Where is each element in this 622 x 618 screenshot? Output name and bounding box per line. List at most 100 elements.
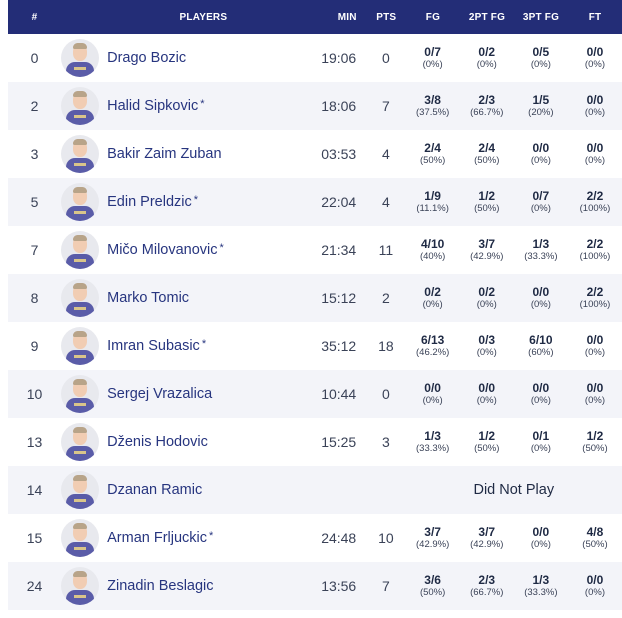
player-headshot-icon[interactable]	[61, 471, 100, 509]
player-name[interactable]: Sergej Vrazalica	[107, 386, 213, 402]
header-minutes[interactable]: MIN	[337, 11, 357, 23]
3pt-fg-cell: 0/0 (0%)	[514, 526, 568, 551]
ft-cell-percentage: (100%)	[579, 251, 611, 262]
player-name-link[interactable]: Dzanan Ramic	[107, 482, 204, 498]
header-2pt-fg[interactable]: 2PT FG	[468, 11, 506, 23]
fg-cell-made-attempted: 6/13	[420, 333, 445, 347]
player-headshot-icon[interactable]	[61, 135, 100, 173]
player-name[interactable]: Dženis Hodovic	[107, 434, 208, 450]
player-headshot-icon[interactable]	[61, 567, 100, 605]
player-headshot-icon[interactable]	[61, 231, 100, 269]
fg-cell: 2/4 (50%)	[406, 142, 460, 167]
player-name[interactable]: Zinadin Beslagic	[107, 578, 214, 594]
player-name[interactable]: Marko Tomic	[107, 290, 190, 306]
3pt-fg-cell-made-attempted: 0/0	[532, 141, 550, 155]
3pt-fg-cell-percentage: (20%)	[528, 107, 554, 118]
minutes: 19:06	[321, 50, 357, 66]
player-cell: Bakir Zaim Zuban	[61, 135, 295, 173]
2pt-fg-cell: 2/3 (66.7%)	[460, 94, 514, 119]
table-row: 14 Dzanan Ramic Did Not Play	[8, 466, 622, 514]
minutes: 21:34	[321, 242, 357, 258]
fg-cell-percentage: (37.5%)	[416, 107, 450, 118]
ft-cell-percentage: (50%)	[582, 539, 608, 550]
3pt-fg-cell-percentage: (0%)	[530, 203, 551, 214]
player-name-link[interactable]: Halid Sipkovic *	[107, 98, 204, 114]
player-name[interactable]: Edin Preldzic	[107, 194, 192, 210]
player-name-link[interactable]: Edin Preldzic *	[107, 194, 198, 210]
player-name[interactable]: Halid Sipkovic	[107, 98, 199, 114]
jersey-number: 13	[26, 434, 43, 450]
player-name-link[interactable]: Arman Frljuckic *	[107, 530, 213, 546]
ft-cell-made-attempted: 0/0	[586, 93, 604, 107]
player-name[interactable]: Arman Frljuckic	[107, 530, 208, 546]
player-name[interactable]: Imran Subasic	[107, 338, 200, 354]
table-row: 2 Halid Sipkovic * 18:06 7 3/8 (37.5%) 2/3 (66.7…	[8, 82, 622, 130]
header-3pt-fg[interactable]: 3PT FG	[522, 11, 560, 23]
player-cell: Arman Frljuckic *	[61, 519, 295, 557]
2pt-fg-cell-made-attempted: 3/7	[478, 525, 496, 539]
player-headshot-icon[interactable]	[61, 279, 100, 317]
player-name-link[interactable]: Dženis Hodovic	[107, 434, 210, 450]
3pt-fg-cell-made-attempted: 0/7	[532, 189, 550, 203]
3pt-fg-cell: 1/3 (33.3%)	[514, 574, 568, 599]
player-name-link[interactable]: Imran Subasic *	[107, 338, 206, 354]
points: 0	[382, 50, 390, 66]
jersey-number: 24	[26, 578, 43, 594]
player-headshot-icon[interactable]	[61, 519, 100, 557]
fg-cell-made-attempted: 3/7	[424, 525, 441, 539]
2pt-fg-cell-made-attempted: 0/2	[478, 285, 496, 299]
player-headshot-icon[interactable]	[61, 39, 100, 77]
jersey-number: 8	[30, 290, 39, 306]
2pt-fg-cell-percentage: (50%)	[474, 155, 500, 166]
player-headshot-icon[interactable]	[61, 87, 100, 125]
player-headshot-icon[interactable]	[61, 423, 100, 461]
ft-cell-percentage: (100%)	[579, 203, 611, 214]
fg-cell-percentage: (50%)	[419, 155, 446, 166]
table-row: 13 Dženis Hodovic 15:25 3 1/3 (33.3%) 1/2 (50%)…	[8, 418, 622, 466]
table-body: 0 Drago Bozic 19:06 0 0/7 (0%) 0/2 (0%) 0/5 (0%) 0…	[8, 34, 622, 610]
player-name-link[interactable]: Bakir Zaim Zuban	[107, 146, 223, 162]
ft-cell-percentage: (0%)	[584, 587, 605, 598]
player-name-link[interactable]: Marko Tomic	[107, 290, 191, 306]
player-name-link[interactable]: Drago Bozic	[107, 50, 188, 66]
header-number[interactable]: #	[31, 11, 38, 23]
3pt-fg-cell-percentage: (0%)	[530, 539, 551, 550]
header-fg[interactable]: FG	[425, 11, 441, 23]
player-name[interactable]: Dzanan Ramic	[107, 482, 203, 498]
header-players[interactable]: PLAYERS	[179, 11, 228, 23]
minutes: 24:48	[321, 530, 357, 546]
2pt-fg-cell: 3/7 (42.9%)	[460, 525, 514, 551]
fg-cell: 3/8 (37.5%)	[406, 94, 460, 119]
2pt-fg-cell-percentage: (50%)	[474, 203, 500, 214]
fg-cell-percentage: (11.1%)	[416, 203, 449, 214]
player-name-link[interactable]: Zinadin Beslagic	[107, 578, 215, 594]
player-headshot-icon[interactable]	[61, 327, 100, 365]
2pt-fg-cell-made-attempted: 0/2	[478, 45, 496, 59]
table-row: 8 Marko Tomic 15:12 2 0/2 (0%) 0/2 (0%) 0/0 (0%) 2…	[8, 274, 622, 322]
fg-cell: 4/10 (40%)	[406, 238, 460, 263]
minutes: 22:04	[321, 194, 357, 210]
2pt-fg-cell-percentage: (0%)	[476, 395, 497, 406]
jersey-number: 5	[30, 194, 39, 210]
points: 7	[382, 578, 390, 594]
box-score-table: # PLAYERS MIN PTS FG 2PT FG 3PT FG FT 0 D…	[8, 0, 622, 610]
player-headshot-icon[interactable]	[61, 183, 100, 221]
player-name[interactable]: Mičo Milovanovic	[107, 242, 218, 258]
3pt-fg-cell-percentage: (0%)	[530, 155, 551, 166]
3pt-fg-cell-made-attempted: 1/5	[532, 93, 550, 107]
header-ft[interactable]: FT	[588, 11, 602, 23]
player-name[interactable]: Drago Bozic	[107, 50, 187, 66]
ft-cell-made-attempted: 0/0	[586, 381, 604, 395]
2pt-fg-cell-percentage: (66.7%)	[470, 107, 504, 118]
2pt-fg-cell-made-attempted: 1/2	[478, 429, 496, 443]
fg-cell: 0/7 (0%)	[406, 46, 460, 71]
header-points[interactable]: PTS	[376, 11, 397, 23]
player-name-link[interactable]: Mičo Milovanovic *	[107, 242, 224, 258]
player-headshot-icon[interactable]	[61, 375, 100, 413]
player-name[interactable]: Bakir Zaim Zuban	[107, 146, 222, 162]
3pt-fg-cell-percentage: (33.3%)	[524, 587, 558, 598]
player-name-link[interactable]: Sergej Vrazalica	[107, 386, 214, 402]
points: 3	[382, 434, 390, 450]
starter-marker: *	[201, 338, 207, 350]
points: 18	[378, 338, 394, 354]
